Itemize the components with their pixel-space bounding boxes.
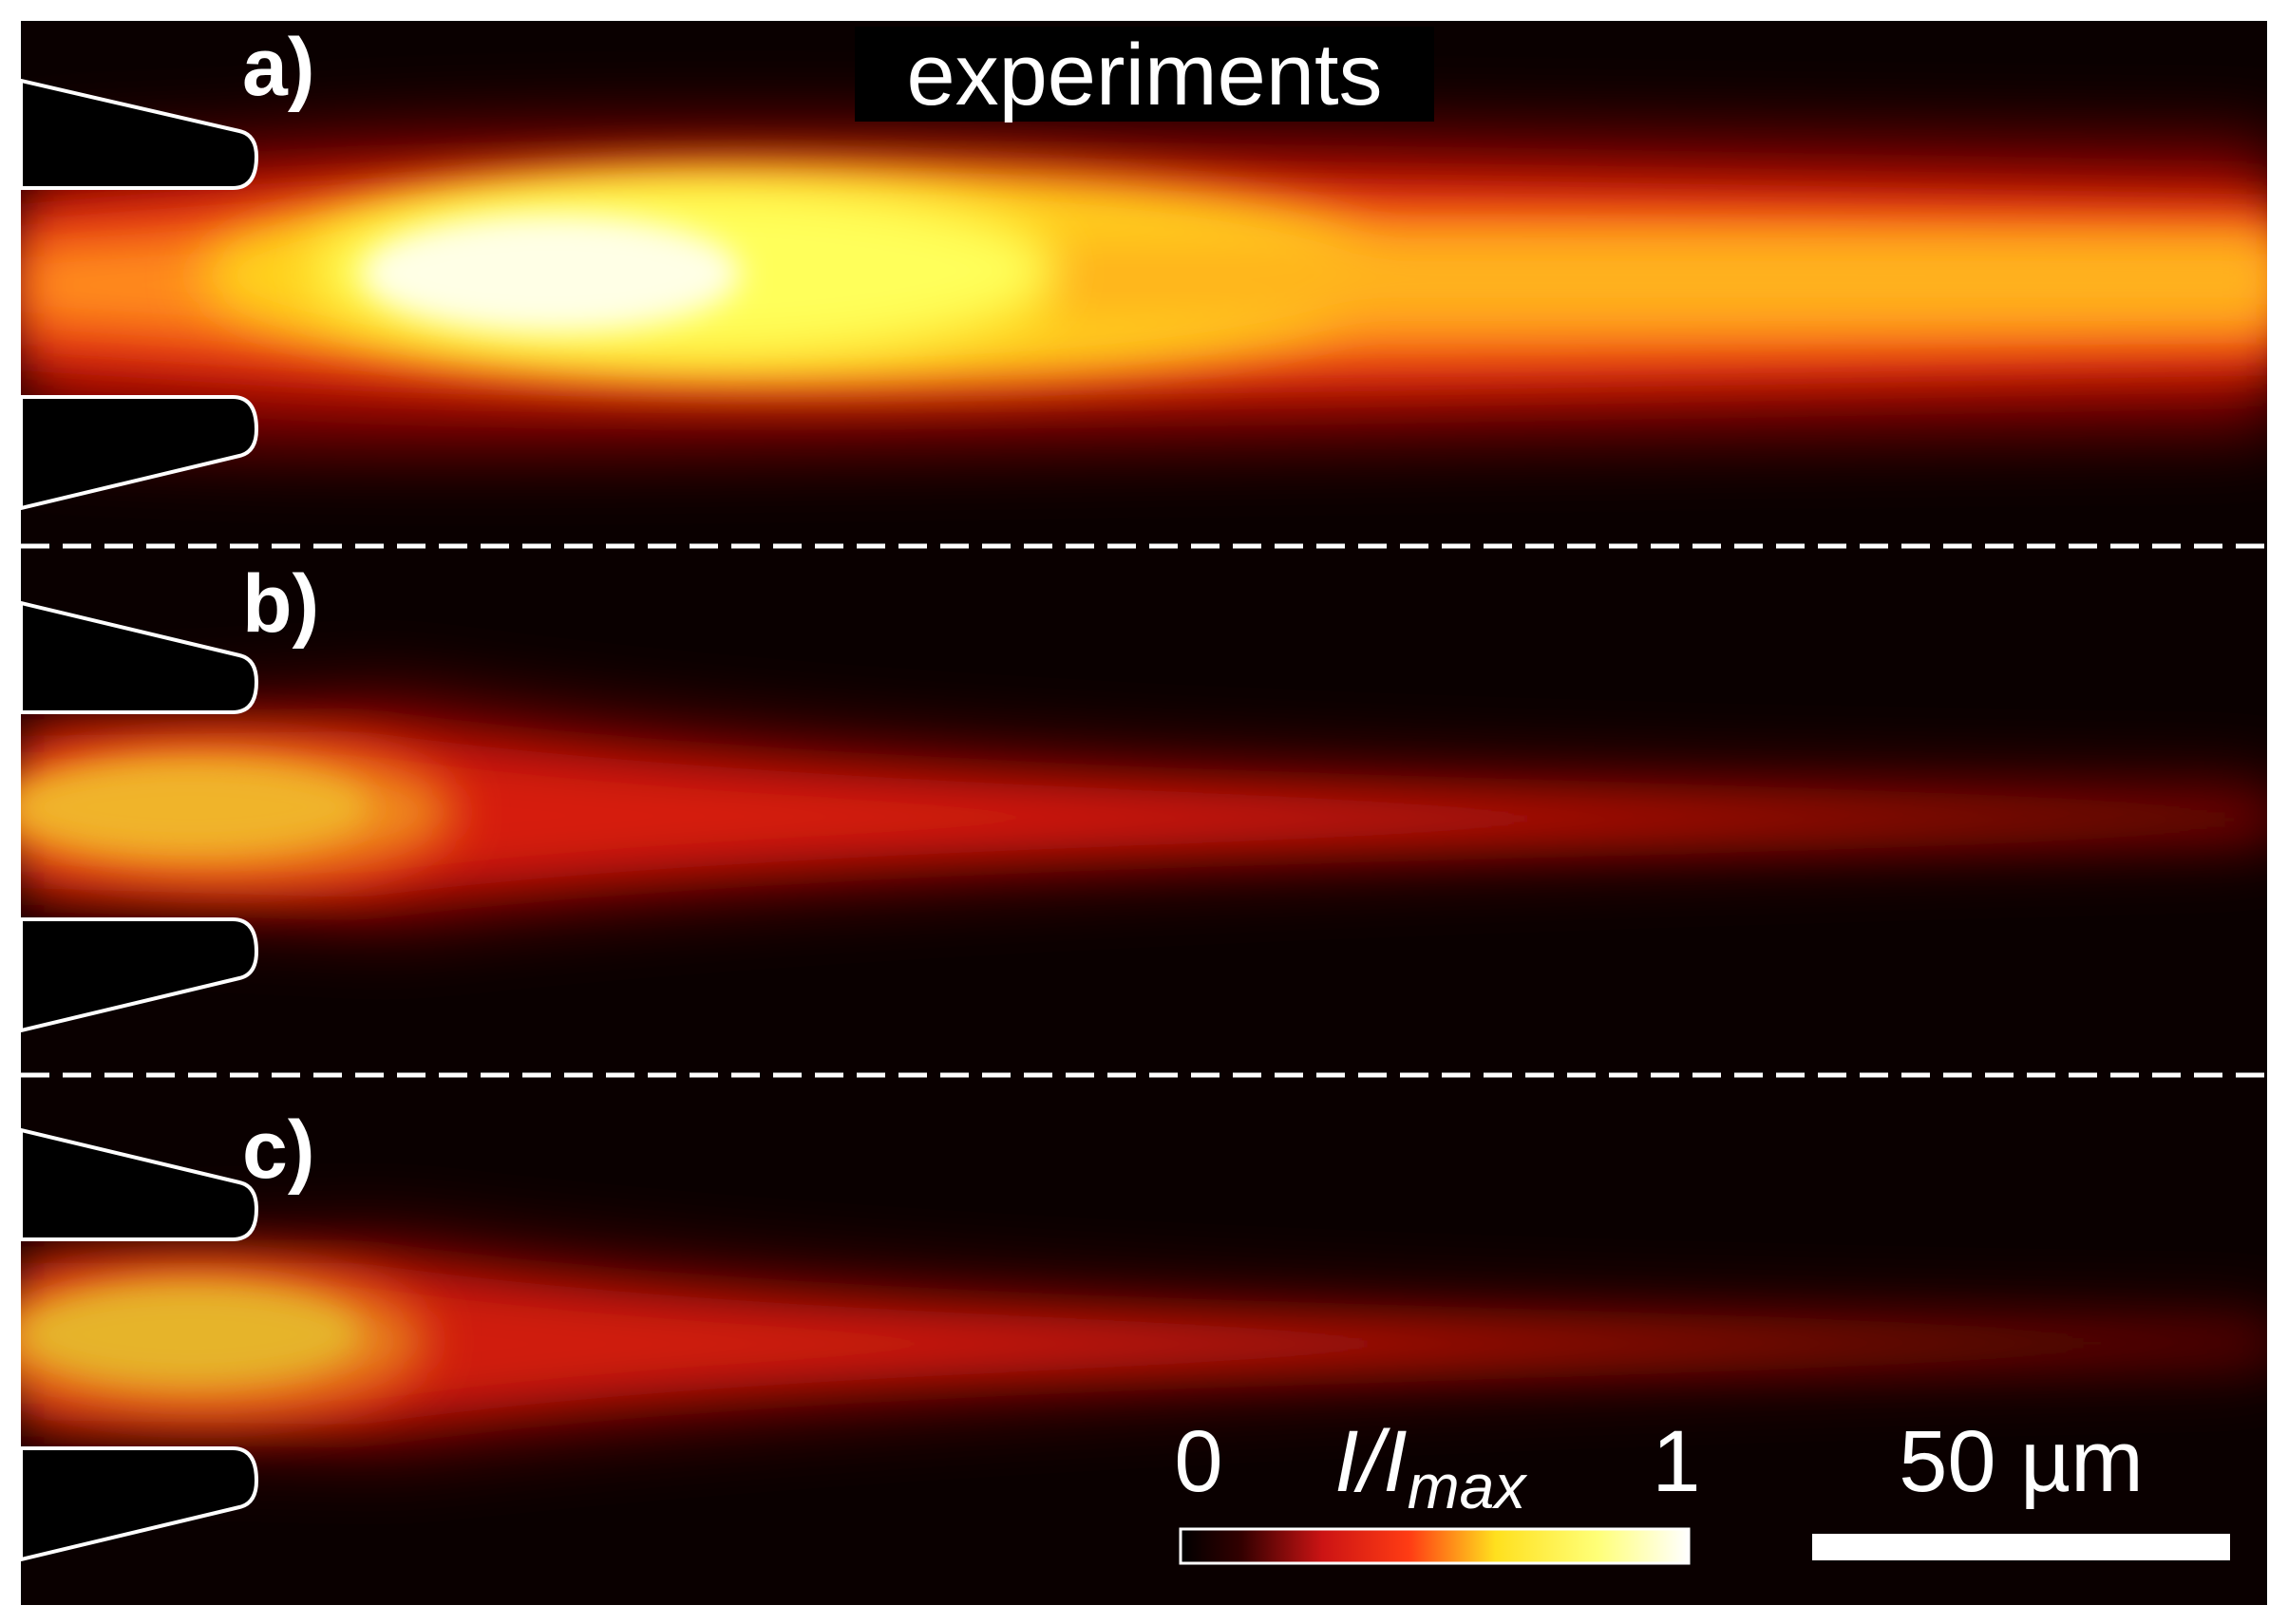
- nozzle-a: [21, 78, 259, 511]
- nozzle-c: [21, 1127, 259, 1562]
- colorbar-gradient: [1179, 1527, 1691, 1565]
- panel-a-plume: [21, 127, 2267, 449]
- scale-bar-line: [1812, 1534, 2230, 1560]
- panel-c-plume: [21, 1235, 2267, 1453]
- colorbar-min-label: 0: [1174, 1413, 1222, 1510]
- colorbar-quantity-main: I/I: [1334, 1413, 1408, 1510]
- panel-b-plume: [21, 693, 2267, 926]
- colorbar-quantity-label: I/Imax: [1334, 1413, 1527, 1521]
- figure-title: experiments: [906, 27, 1382, 123]
- colorbar: 0 I/Imax 1: [1174, 1413, 1701, 1565]
- panel-label-a: a): [242, 22, 314, 113]
- title-backdrop: [855, 27, 1434, 122]
- scale-bar: 50 µm: [1812, 1413, 2230, 1560]
- scale-bar-label: 50 µm: [1899, 1413, 2144, 1510]
- panel-label-b: b): [242, 558, 319, 650]
- colorbar-quantity-sub: max: [1408, 1451, 1528, 1521]
- nozzle-b: [21, 600, 259, 1033]
- colorbar-max-label: 1: [1652, 1413, 1700, 1510]
- panel-label-c: c): [242, 1105, 314, 1196]
